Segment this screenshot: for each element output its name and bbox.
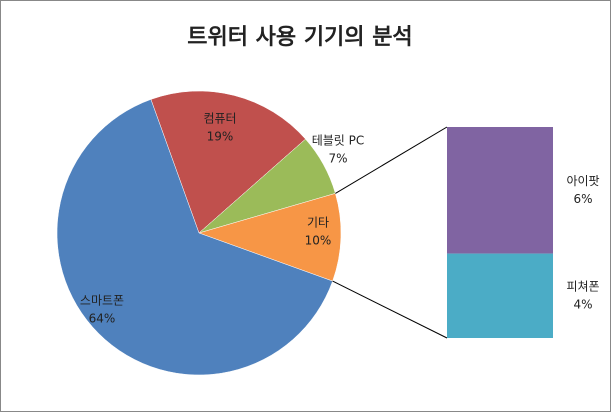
- breakdown-value-label: 4%: [573, 297, 592, 311]
- slice-label: 기타: [307, 216, 329, 230]
- slice-label: 컴퓨터: [203, 112, 236, 126]
- breakdown-value-label: 6%: [573, 192, 592, 206]
- slice-value-label: 64%: [89, 312, 116, 326]
- connector-line: [332, 280, 448, 339]
- chart-title: 트위터 사용 기기의 분석: [187, 25, 412, 50]
- breakdown-bar: [447, 253, 553, 338]
- breakdown-bar: [447, 127, 553, 254]
- pie-slice: [56, 99, 333, 376]
- pie-slice: [198, 193, 342, 282]
- slice-value-label: 10%: [305, 234, 332, 248]
- connector-line: [335, 126, 448, 194]
- breakdown-label: 아이팟: [566, 174, 599, 188]
- slice-value-label: 7%: [328, 152, 347, 166]
- breakdown-label: 피쳐폰: [566, 279, 599, 293]
- pie-slice: [150, 90, 306, 234]
- slice-label: 스마트폰: [80, 294, 124, 308]
- slice-label: 테블릿 PC: [312, 134, 365, 148]
- slice-value-label: 19%: [207, 130, 234, 144]
